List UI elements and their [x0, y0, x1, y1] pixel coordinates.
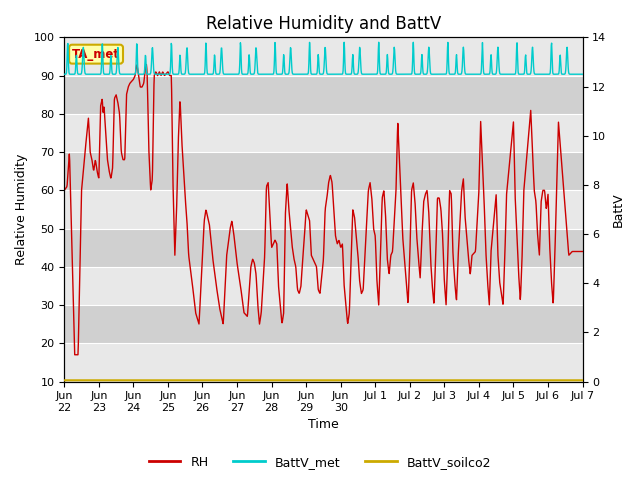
- X-axis label: Time: Time: [308, 419, 339, 432]
- Title: Relative Humidity and BattV: Relative Humidity and BattV: [206, 15, 441, 33]
- Legend: RH, BattV_met, BattV_soilco2: RH, BattV_met, BattV_soilco2: [144, 451, 496, 474]
- Bar: [64, 228, 582, 267]
- Bar: [64, 190, 582, 228]
- Bar: [64, 267, 582, 305]
- Bar: [64, 114, 582, 152]
- Y-axis label: Relative Humidity: Relative Humidity: [15, 154, 28, 265]
- Bar: [64, 75, 582, 114]
- Text: TA_met: TA_met: [72, 48, 120, 60]
- Bar: [64, 343, 582, 382]
- Y-axis label: BattV: BattV: [612, 192, 625, 227]
- Bar: [64, 305, 582, 343]
- Bar: [64, 37, 582, 75]
- Bar: [64, 152, 582, 190]
